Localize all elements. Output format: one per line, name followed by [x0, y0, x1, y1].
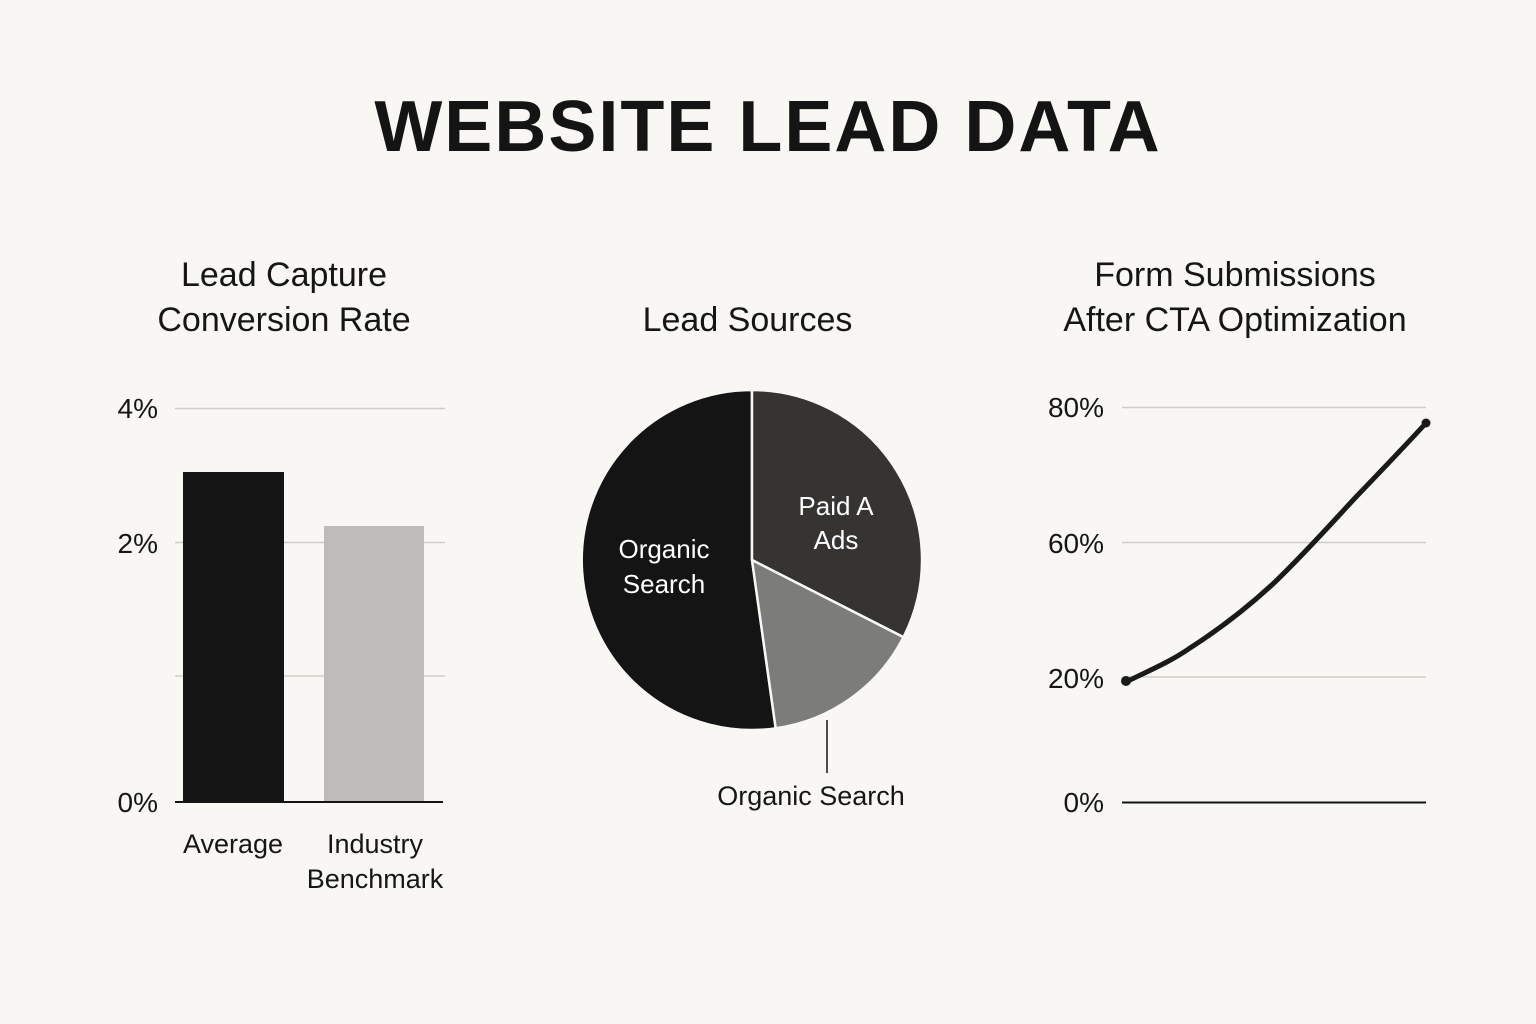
line-y-tick-80: 80%: [1047, 392, 1104, 423]
pie-label-paid-line1: Paid A: [798, 491, 874, 521]
pie-slice-organic-search-secondary[interactable]: [750, 558, 905, 730]
bar-average[interactable]: [183, 472, 284, 802]
line-y-tick-0: 0%: [1063, 787, 1104, 818]
bar-y-tick-2: 2%: [117, 528, 158, 559]
line-start-point[interactable]: [1121, 676, 1131, 686]
page-title: WEBSITE LEAD DATA: [374, 87, 1162, 167]
pie-label-paid-line2: Ads: [814, 525, 859, 555]
pie-callout-label: Organic Search: [717, 781, 905, 811]
line-chart-title-line2: After CTA Optimization: [1063, 301, 1407, 339]
bar-category-industry-line2: Benchmark: [306, 864, 444, 894]
bar-industry-benchmark[interactable]: [324, 526, 424, 802]
bar-chart-panel: Lead Capture Conversion Rate 4% 2% 0% Av…: [0, 0, 520, 1024]
bar-chart-plot: [175, 407, 445, 803]
pie-chart-panel: Lead Sources: [520, 0, 980, 1024]
line-chart-title: Form Submissions After CTA Optimization: [1010, 253, 1460, 343]
bar-chart-title-line1: Lead Capture: [180, 256, 388, 294]
pie-label-organic-line2: Search: [623, 569, 705, 599]
line-y-tick-20: 20%: [1047, 663, 1104, 694]
line-chart-title-line1: Form Submissions: [1094, 256, 1376, 294]
bar-chart-title-line2: Conversion Rate: [157, 301, 411, 339]
bar-category-industry-line1: Industry: [326, 829, 424, 859]
bar-category-industry-benchmark: Industry Benchmark: [290, 827, 460, 897]
bar-chart-title: Lead Capture Conversion Rate: [84, 253, 484, 343]
line-end-point[interactable]: [1421, 418, 1431, 428]
pie-slice-paid-ads[interactable]: [750, 388, 924, 639]
line-chart-panel: Form Submissions After CTA Optimization …: [980, 0, 1536, 1024]
bar-y-tick-4: 4%: [117, 393, 158, 424]
bar-category-average: Average: [182, 829, 284, 859]
pie-chart-title: Lead Sources: [642, 301, 853, 339]
bar-y-tick-0: 0%: [117, 787, 158, 818]
line-series-form-submissions[interactable]: [1123, 420, 1429, 685]
pie-label-organic-line1: Organic: [618, 534, 709, 564]
pie-slice-organic-search[interactable]: [580, 388, 777, 732]
line-y-tick-60: 60%: [1047, 528, 1104, 559]
